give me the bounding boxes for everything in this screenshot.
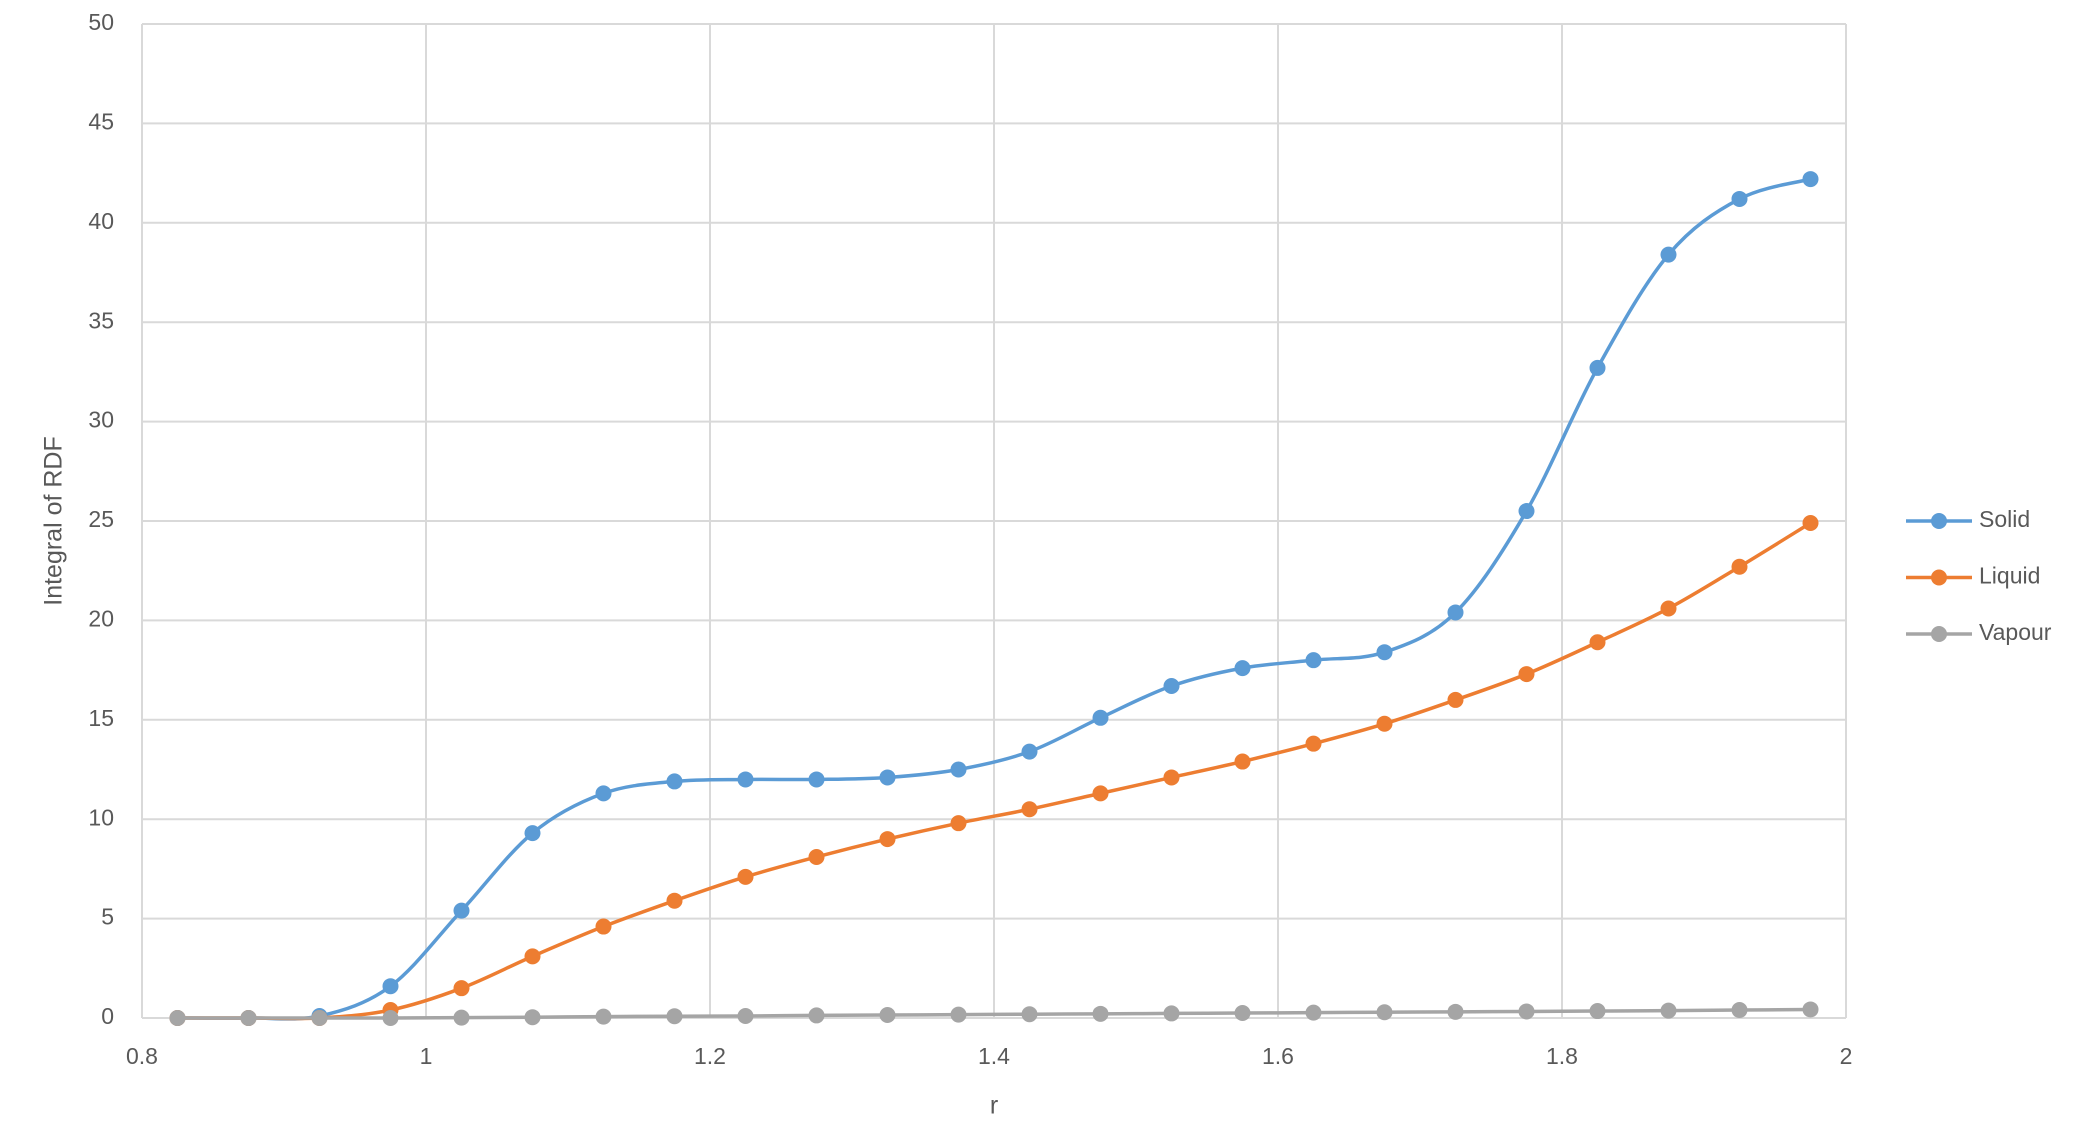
legend-marker xyxy=(1931,513,1947,529)
data-point xyxy=(1021,1006,1038,1023)
data-point xyxy=(1163,769,1180,786)
data-point xyxy=(1234,753,1251,770)
y-tick-label: 0 xyxy=(101,1003,114,1029)
data-point xyxy=(808,771,825,788)
data-point xyxy=(1163,678,1180,695)
data-point xyxy=(1660,246,1677,263)
data-point xyxy=(1589,1003,1606,1020)
data-point xyxy=(950,815,967,832)
data-point xyxy=(1731,190,1748,207)
data-point xyxy=(1731,558,1748,575)
data-point xyxy=(666,1008,683,1025)
x-axis-label: r xyxy=(990,1092,998,1120)
data-point xyxy=(1518,1003,1535,1020)
x-tick-label: 2 xyxy=(1840,1043,1853,1069)
data-point xyxy=(1802,1001,1819,1018)
data-point xyxy=(453,980,470,997)
data-point xyxy=(1092,709,1109,726)
legend-label: Vapour xyxy=(1979,619,2052,645)
data-point xyxy=(524,825,541,842)
data-point xyxy=(1305,652,1322,669)
data-point xyxy=(595,1008,612,1025)
y-tick-label: 35 xyxy=(88,307,114,333)
data-point xyxy=(737,1008,754,1025)
data-point xyxy=(1092,1005,1109,1022)
data-point xyxy=(1660,1002,1677,1019)
y-tick-label: 50 xyxy=(88,9,114,35)
data-point xyxy=(950,1006,967,1023)
x-tick-label: 0.8 xyxy=(126,1043,158,1069)
x-tick-label: 1 xyxy=(420,1043,433,1069)
data-point xyxy=(1092,785,1109,802)
data-point xyxy=(1802,514,1819,531)
data-point xyxy=(1234,1005,1251,1022)
data-point xyxy=(524,1009,541,1026)
x-tick-label: 1.4 xyxy=(978,1043,1010,1069)
data-point xyxy=(1731,1002,1748,1019)
data-point xyxy=(808,848,825,865)
y-tick-label: 10 xyxy=(88,804,114,830)
data-point xyxy=(1660,600,1677,617)
data-point xyxy=(666,892,683,909)
data-point xyxy=(1589,634,1606,651)
y-tick-label: 25 xyxy=(88,506,114,532)
data-point xyxy=(1518,503,1535,520)
data-point xyxy=(1305,735,1322,752)
data-point xyxy=(382,978,399,995)
legend-marker xyxy=(1931,626,1947,642)
data-point xyxy=(1021,801,1038,818)
data-point xyxy=(1447,691,1464,708)
data-point xyxy=(311,1010,328,1026)
y-tick-label: 5 xyxy=(101,904,114,930)
legend-label: Solid xyxy=(1979,506,2030,532)
data-point xyxy=(1376,644,1393,661)
data-point xyxy=(737,868,754,885)
data-point xyxy=(1447,1003,1464,1020)
x-tick-label: 1.8 xyxy=(1546,1043,1578,1069)
data-point xyxy=(737,771,754,788)
data-point xyxy=(382,1010,399,1026)
y-tick-label: 30 xyxy=(88,407,114,433)
data-point xyxy=(1376,715,1393,732)
data-point xyxy=(1447,604,1464,621)
x-tick-label: 1.2 xyxy=(694,1043,726,1069)
data-point xyxy=(1305,1004,1322,1021)
data-point xyxy=(666,773,683,790)
data-point xyxy=(453,902,470,919)
x-tick-label: 1.6 xyxy=(1262,1043,1294,1069)
data-point xyxy=(1802,171,1819,188)
y-tick-label: 40 xyxy=(88,208,114,234)
legend-label: Liquid xyxy=(1979,563,2040,589)
y-axis-label: Integral of RDF xyxy=(40,436,68,606)
data-point xyxy=(808,1007,825,1024)
y-tick-label: 45 xyxy=(88,108,114,134)
data-point xyxy=(1021,743,1038,760)
data-point xyxy=(240,1010,257,1026)
data-point xyxy=(1376,1004,1393,1021)
data-point xyxy=(1234,660,1251,677)
data-point xyxy=(879,1007,896,1024)
data-point xyxy=(595,918,612,935)
data-point xyxy=(1163,1005,1180,1022)
data-point xyxy=(595,785,612,802)
data-point xyxy=(950,761,967,778)
data-point xyxy=(879,831,896,848)
data-point xyxy=(879,769,896,786)
data-point xyxy=(169,1010,186,1026)
y-tick-label: 20 xyxy=(88,605,114,631)
legend-marker xyxy=(1931,569,1947,586)
data-point xyxy=(1589,359,1606,376)
data-point xyxy=(453,1009,470,1026)
data-point xyxy=(524,948,541,965)
y-tick-label: 15 xyxy=(88,705,114,731)
data-point xyxy=(1518,666,1535,683)
